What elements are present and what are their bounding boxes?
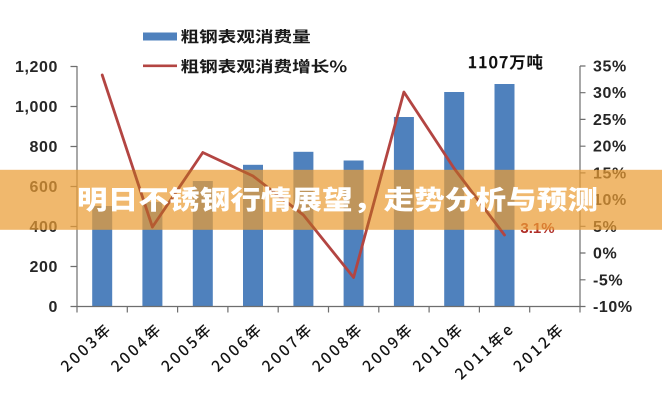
svg-text:1,000: 1,000 bbox=[15, 99, 58, 116]
svg-text:30%: 30% bbox=[593, 85, 627, 102]
svg-text:200: 200 bbox=[30, 259, 59, 276]
svg-text:35%: 35% bbox=[593, 59, 627, 76]
svg-text:20%: 20% bbox=[593, 139, 627, 156]
svg-text:-5%: -5% bbox=[593, 272, 623, 289]
svg-text:25%: 25% bbox=[593, 112, 627, 129]
svg-text:-10%: -10% bbox=[593, 299, 633, 316]
svg-text:1,200: 1,200 bbox=[15, 59, 58, 76]
svg-text:0: 0 bbox=[49, 299, 59, 316]
svg-text:0%: 0% bbox=[593, 246, 617, 263]
svg-text:800: 800 bbox=[30, 139, 59, 156]
